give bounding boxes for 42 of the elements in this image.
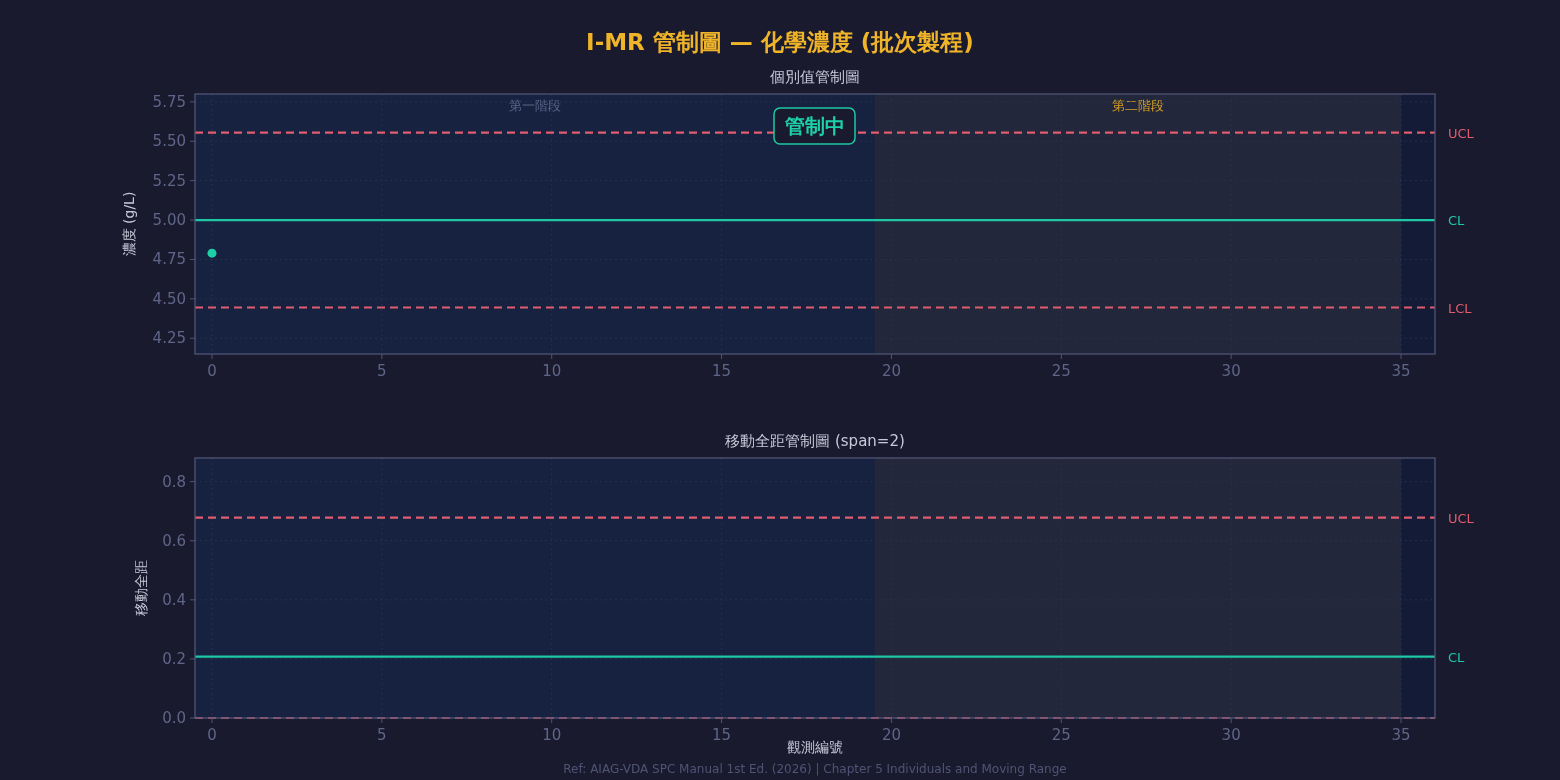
x-tick-label: 25 bbox=[1051, 362, 1071, 380]
x-tick-label: 10 bbox=[542, 726, 562, 744]
chart-title: 移動全距管制圖 (span=2) bbox=[725, 432, 905, 450]
x-tick-label: 20 bbox=[881, 726, 901, 744]
y-tick-label: 4.25 bbox=[152, 329, 186, 348]
x-tick-label: 30 bbox=[1221, 726, 1241, 744]
x-tick-label: 10 bbox=[542, 362, 562, 380]
x-tick-label: 20 bbox=[881, 362, 901, 380]
x-tick-label: 30 bbox=[1221, 362, 1241, 380]
y-tick-label: 5.50 bbox=[152, 132, 186, 151]
x-tick-label: 15 bbox=[712, 726, 732, 744]
y-tick-label: 0.0 bbox=[162, 709, 186, 727]
band-label: 第二階段 bbox=[1111, 98, 1164, 113]
x-tick-label: 0 bbox=[207, 362, 217, 380]
x-tick-label: 25 bbox=[1051, 726, 1071, 744]
y-tick-label: 4.50 bbox=[152, 289, 186, 308]
x-tick-label: 35 bbox=[1391, 362, 1411, 380]
y-tick-label: 5.00 bbox=[152, 211, 186, 230]
annotation: 管制中 bbox=[784, 114, 845, 138]
ref-line-label: UCL bbox=[1448, 125, 1475, 141]
x-tick-label: 0 bbox=[207, 726, 217, 744]
x-tick-label: 35 bbox=[1391, 726, 1411, 744]
y-axis-title: 移動全距 bbox=[133, 560, 149, 616]
x-tick-label: 5 bbox=[377, 362, 387, 380]
x-tick-label: 5 bbox=[377, 726, 387, 744]
ref-line-label: CL bbox=[1448, 649, 1466, 665]
text: Ref: AIAG-VDA SPC Manual 1st Ed. (2026) | Chapter 5 Individuals and Moving Range bbox=[563, 762, 1067, 776]
ref-line-label: LCL bbox=[1448, 300, 1473, 316]
chart-subtitle: 個別值管制圖 bbox=[770, 68, 860, 86]
y-tick-label: 4.75 bbox=[152, 250, 186, 269]
y-tick-label: 5.25 bbox=[152, 171, 186, 190]
y-tick-label: 0.2 bbox=[162, 649, 186, 668]
y-tick-label: 0.6 bbox=[162, 531, 186, 550]
y-tick-label: 5.75 bbox=[152, 92, 186, 111]
y-axis-title: 濃度 (g/L) bbox=[121, 191, 137, 257]
ref-line-label: CL bbox=[1448, 213, 1466, 229]
chart-title: I-MR 管制圖 — 化學濃度 (批次製程) bbox=[586, 29, 974, 55]
ref-line-label: UCL bbox=[1448, 510, 1475, 526]
x-axis-title: 觀測編號 bbox=[787, 739, 843, 755]
x-tick-label: 15 bbox=[712, 362, 732, 380]
y-tick-label: 0.4 bbox=[162, 590, 186, 609]
y-tick-label: 0.8 bbox=[162, 472, 186, 491]
